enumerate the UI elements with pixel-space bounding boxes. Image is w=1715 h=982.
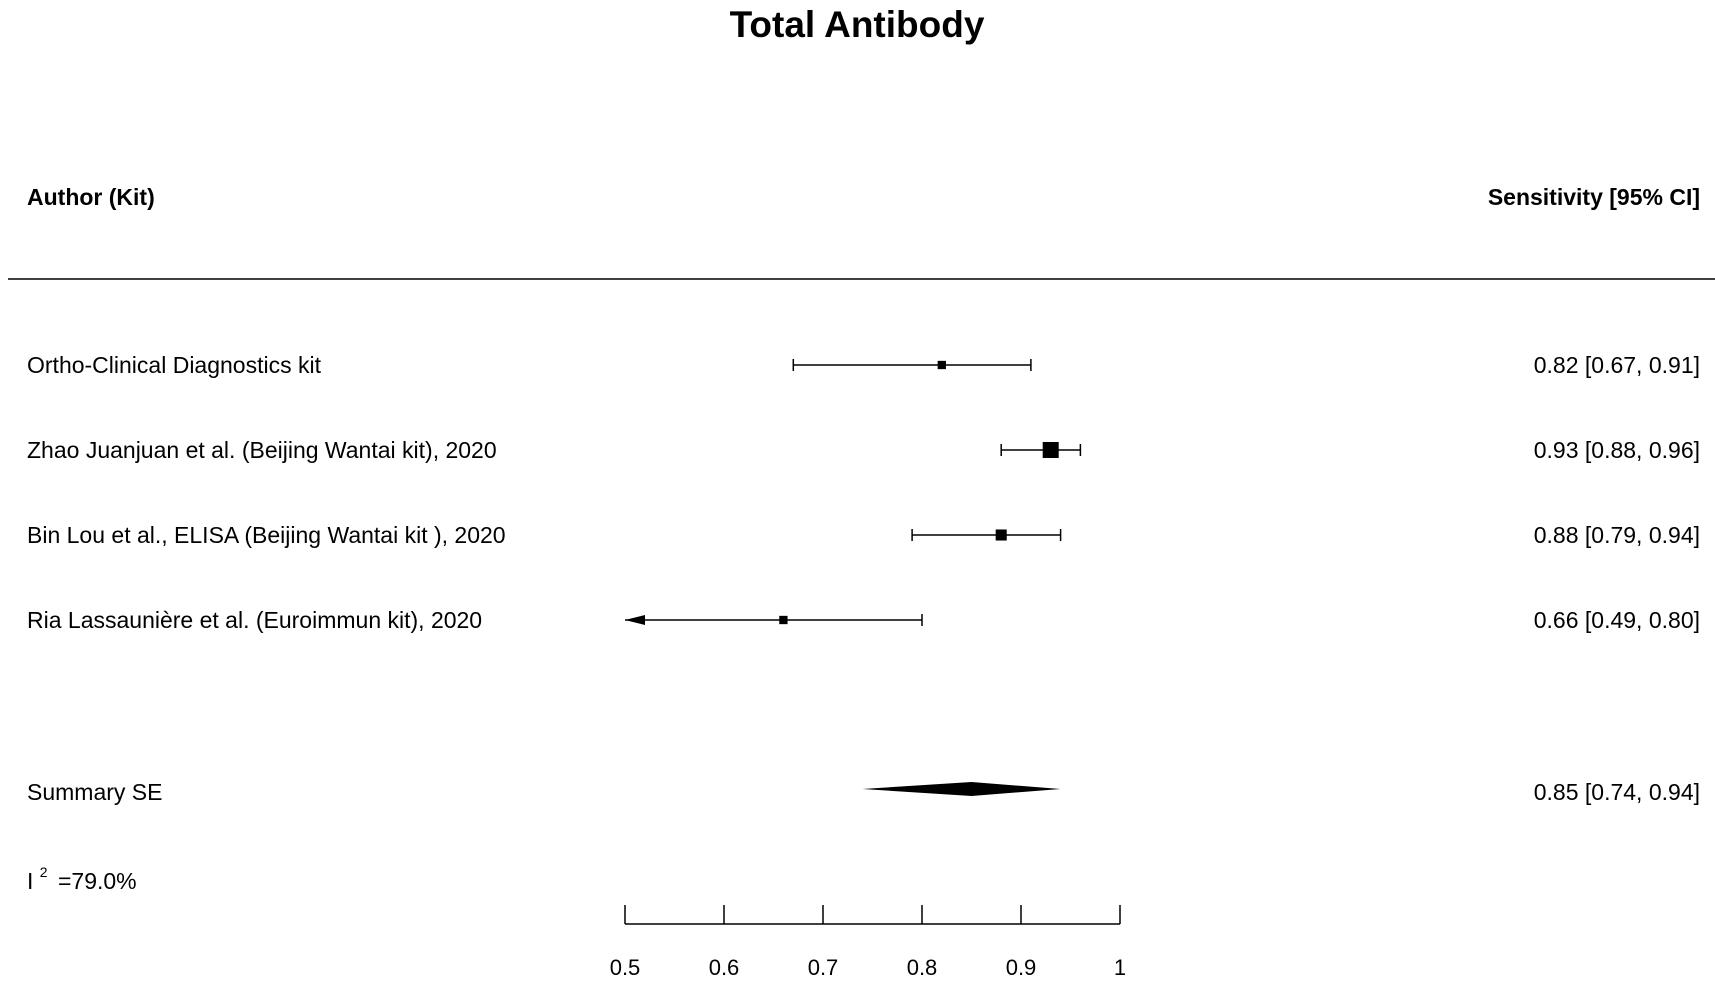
- study-rows: Ortho-Clinical Diagnostics kit 0.82 [0.67…: [27, 352, 1700, 633]
- summary-ci-text: 0.85 [0.74, 0.94]: [1534, 779, 1700, 805]
- point-estimate-square: [779, 615, 788, 625]
- x-tick-label: 0.5: [610, 955, 641, 980]
- summary-row: Summary SE 0.85 [0.74, 0.94]: [27, 779, 1700, 805]
- point-estimate-square: [995, 529, 1007, 541]
- study-row: Bin Lou et al., ELISA (Beijing Wantai ki…: [27, 522, 1700, 548]
- x-tick-label: 0.8: [907, 955, 938, 980]
- study-label: Ortho-Clinical Diagnostics kit: [27, 352, 322, 378]
- study-ci-text: 0.66 [0.49, 0.80]: [1534, 607, 1700, 633]
- study-ci-text: 0.88 [0.79, 0.94]: [1534, 522, 1700, 548]
- point-estimate-square: [937, 360, 946, 370]
- heterogeneity-statistic: I 2 =79.0%: [27, 856, 137, 894]
- chart-title: Total Antibody: [730, 4, 985, 45]
- truncation-arrow: [625, 615, 645, 625]
- x-axis: 0.5 0.6 0.7 0.8 0.9 1: [610, 905, 1126, 980]
- x-tick-label: 0.6: [709, 955, 740, 980]
- study-row: Ria Lassaunière et al. (Euroimmun kit), …: [27, 607, 1700, 633]
- summary-diamond: [862, 782, 1061, 796]
- i-squared-symbol: I: [27, 868, 33, 894]
- summary-label: Summary SE: [27, 779, 162, 805]
- i-squared-superscript: 2: [40, 864, 48, 880]
- study-ci-text: 0.82 [0.67, 0.91]: [1534, 352, 1700, 378]
- study-row: Zhao Juanjuan et al. (Beijing Wantai kit…: [27, 437, 1700, 463]
- left-column-header: Author (Kit): [27, 184, 155, 210]
- x-tick-label: 1: [1114, 955, 1126, 980]
- study-row: Ortho-Clinical Diagnostics kit 0.82 [0.67…: [27, 352, 1700, 378]
- right-column-header: Sensitivity [95% CI]: [1488, 184, 1700, 210]
- i-squared-value: =79.0%: [58, 868, 137, 894]
- study-label: Zhao Juanjuan et al. (Beijing Wantai kit…: [27, 437, 497, 463]
- study-label: Bin Lou et al., ELISA (Beijing Wantai ki…: [27, 522, 506, 548]
- point-estimate-square: [1042, 442, 1059, 458]
- x-tick-label: 0.7: [808, 955, 839, 980]
- study-label: Ria Lassaunière et al. (Euroimmun kit), …: [27, 607, 482, 633]
- study-ci-text: 0.93 [0.88, 0.96]: [1534, 437, 1700, 463]
- x-tick-label: 0.9: [1006, 955, 1037, 980]
